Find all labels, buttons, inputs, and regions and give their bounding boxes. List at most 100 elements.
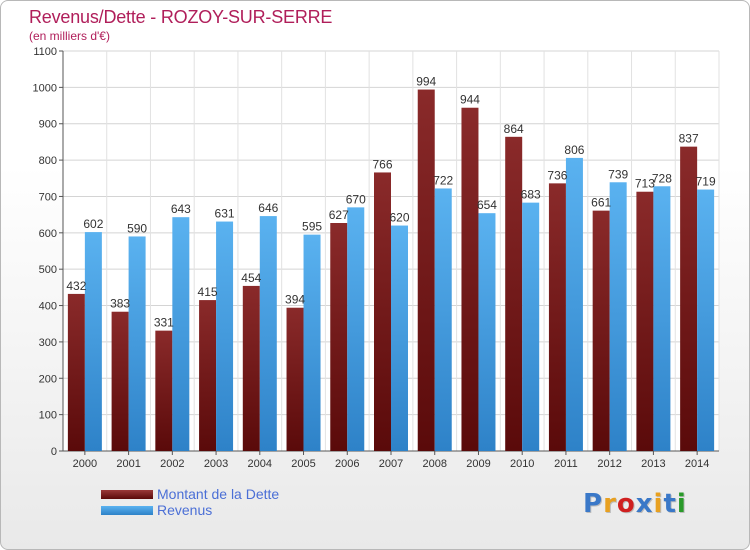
bar-dette	[67, 293, 85, 451]
bar-revenus	[128, 236, 146, 451]
bar-dette	[680, 146, 698, 452]
y-tick-label: 800	[39, 155, 57, 167]
data-label-revenus: 719	[696, 175, 716, 189]
x-tick-label: 2010	[510, 458, 534, 470]
data-label-dette: 383	[110, 297, 130, 311]
y-tick-label: 1100	[33, 46, 57, 58]
data-label-revenus: 654	[477, 198, 497, 212]
y-tick-label: 500	[39, 264, 57, 276]
bar-revenus	[478, 213, 496, 451]
bar-revenus	[697, 189, 715, 451]
legend-swatch-revenus	[101, 506, 153, 515]
x-tick-label: 2008	[422, 458, 446, 470]
bar-revenus	[434, 188, 452, 452]
chart-subtitle: (en milliers d'€)	[29, 29, 110, 43]
bar-revenus	[172, 217, 190, 451]
data-labels: 432 602 383 590 331 643 415 631 454 646 394 595 627 6…	[66, 75, 716, 330]
logo-letter: t	[663, 489, 677, 519]
logo-letter: P	[583, 489, 604, 519]
x-tick-label: 2001	[116, 458, 140, 470]
legend-label-dette: Montant de la Dette	[157, 486, 280, 502]
bar-dette	[505, 136, 523, 451]
y-tick-label: 1000	[33, 82, 57, 94]
data-label-dette: 415	[198, 285, 218, 299]
y-tick-label: 100	[39, 410, 57, 422]
chart-title: Revenus/Dette - ROZOY-SUR-SERRE	[29, 7, 333, 27]
data-label-revenus: 602	[83, 217, 103, 231]
bar-revenus	[653, 186, 671, 452]
x-tick-label: 2002	[160, 458, 184, 470]
bar-revenus	[522, 202, 540, 451]
x-tick-label: 2004	[248, 458, 272, 470]
bar-dette	[111, 311, 129, 451]
x-tick-label: 2014	[685, 458, 709, 470]
y-tick-label: 600	[39, 228, 57, 240]
bar-dette	[155, 330, 173, 451]
data-label-revenus: 728	[652, 171, 672, 185]
bar-revenus	[609, 182, 627, 452]
data-label-dette: 864	[504, 122, 524, 136]
bar-revenus	[347, 207, 365, 451]
bar-dette	[461, 107, 479, 452]
y-tick-label: 0	[51, 446, 57, 458]
data-label-revenus: 806	[564, 143, 584, 157]
data-label-dette: 661	[591, 196, 611, 210]
bar-dette	[286, 307, 304, 451]
logo-letter: x	[635, 489, 654, 519]
data-label-dette: 331	[154, 316, 174, 330]
bars	[67, 89, 715, 452]
bar-dette	[417, 89, 435, 451]
y-tick-label: 900	[39, 119, 57, 131]
data-label-dette: 766	[372, 157, 392, 171]
data-label-dette: 994	[416, 75, 436, 89]
bar-dette	[330, 223, 348, 451]
bar-dette	[242, 285, 260, 451]
x-tick-label: 2007	[379, 458, 403, 470]
data-label-revenus: 646	[258, 201, 278, 215]
data-label-dette: 944	[460, 93, 480, 107]
y-tick-label: 300	[39, 337, 57, 349]
x-tick-label: 2006	[335, 458, 359, 470]
data-label-revenus: 590	[127, 221, 147, 235]
bar-revenus	[391, 225, 408, 451]
bar-dette	[592, 210, 610, 451]
y-tick-label: 700	[39, 191, 57, 203]
logo-letter: r	[603, 489, 617, 519]
data-label-dette: 713	[635, 177, 655, 191]
data-label-revenus: 620	[389, 211, 409, 225]
bar-dette	[548, 183, 566, 451]
logo-letter: i	[676, 489, 687, 519]
data-label-dette: 394	[285, 293, 305, 307]
x-tick-label: 2011	[554, 458, 578, 470]
data-label-dette: 432	[66, 279, 86, 293]
data-label-dette: 627	[329, 208, 349, 222]
x-tick-label: 2005	[291, 458, 315, 470]
logo-letter: i	[653, 489, 664, 519]
x-tick-label: 2003	[204, 458, 228, 470]
x-tick-label: 2009	[466, 458, 490, 470]
data-label-dette: 837	[679, 132, 699, 146]
bar-dette	[636, 191, 654, 451]
y-tick-label: 400	[39, 301, 57, 313]
data-label-revenus: 595	[302, 220, 322, 234]
data-label-revenus: 683	[521, 188, 541, 202]
x-tick-label: 2012	[597, 458, 621, 470]
data-label-revenus: 739	[608, 167, 628, 181]
x-tick-label: 2013	[641, 458, 665, 470]
data-label-revenus: 643	[171, 202, 191, 216]
bar-revenus	[216, 221, 234, 451]
proxiti-logo: Proxiti	[583, 489, 687, 519]
bar-dette	[199, 300, 217, 451]
logo-letter: o	[616, 489, 636, 519]
data-label-revenus: 670	[346, 192, 366, 206]
bar-dette	[374, 172, 391, 452]
bar-revenus	[303, 234, 321, 451]
bar-revenus	[259, 216, 277, 451]
bar-revenus	[84, 232, 102, 451]
data-label-dette: 454	[241, 271, 261, 285]
legend-swatch-dette	[101, 490, 153, 499]
data-label-dette: 736	[547, 168, 567, 182]
y-tick-label: 200	[39, 373, 57, 385]
